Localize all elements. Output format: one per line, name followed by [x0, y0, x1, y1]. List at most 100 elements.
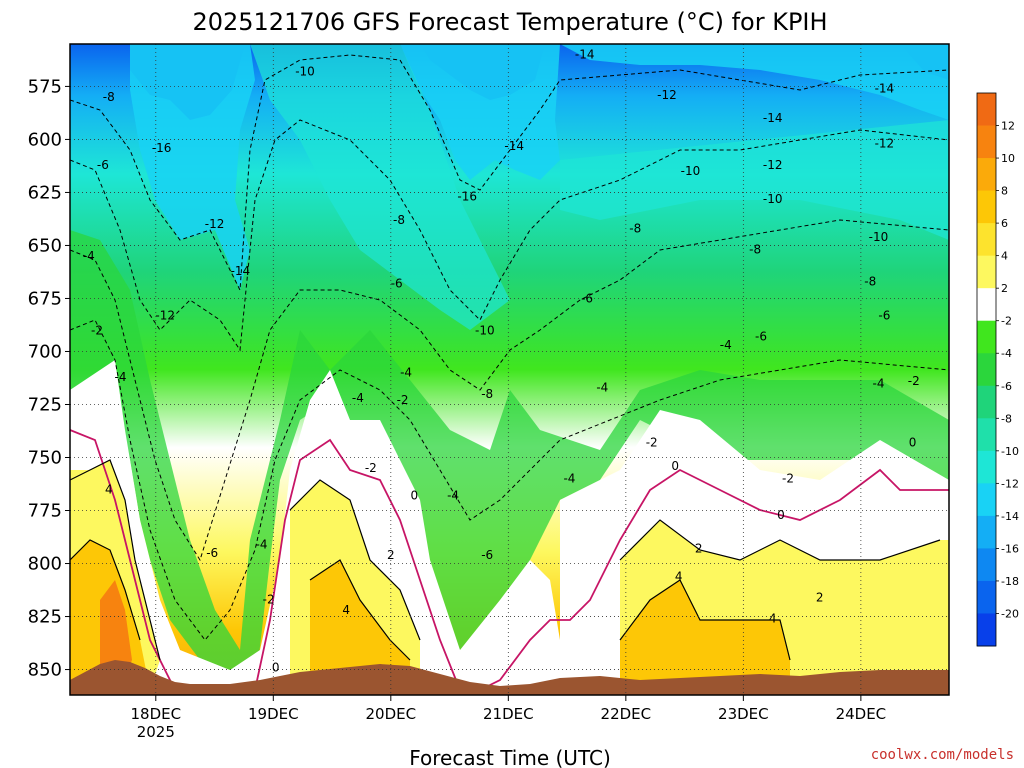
- contour-label: -6: [97, 158, 109, 172]
- contour-label: -14: [231, 264, 251, 278]
- colorbar-segment: [977, 288, 996, 322]
- colorbar-label: -16: [1001, 542, 1019, 555]
- contour-zero: [70, 429, 949, 691]
- contour-label: -6: [878, 308, 890, 322]
- y-tick-label: 700: [28, 341, 62, 362]
- colorbar-segment: [977, 580, 996, 614]
- colorbar-segment: [977, 353, 996, 387]
- chart-title: 2025121706 GFS Forecast Temperature (°C)…: [192, 8, 827, 36]
- contour-label: -4: [400, 366, 412, 380]
- colorbar-label: 6: [1001, 217, 1008, 230]
- contour-label: 4: [769, 612, 777, 626]
- y-tick-label: 650: [28, 235, 62, 256]
- contour-label: -10: [869, 230, 889, 244]
- contour-label: 4: [342, 603, 350, 617]
- colorbar-frame: [976, 92, 997, 647]
- contour-label: -4: [352, 391, 364, 405]
- y-tick-label: 850: [28, 660, 62, 681]
- contour-label: -6: [755, 330, 767, 344]
- contour-label: 0: [777, 508, 785, 522]
- contour-label: -10: [295, 65, 315, 79]
- x-tick-label: 23DEC: [718, 705, 769, 723]
- contour-label: -8: [481, 387, 493, 401]
- colorbar-segment: [977, 190, 996, 224]
- x-axis-label: Forecast Time (UTC): [409, 746, 611, 768]
- contour-label: -4: [596, 381, 608, 395]
- green-band: [70, 230, 949, 690]
- contour-label: -10: [681, 164, 701, 178]
- y-tick-label: 800: [28, 554, 62, 575]
- credit-link[interactable]: coolwx.com/models: [871, 747, 1014, 763]
- contour-label-layer: -8 -6 -4 -2 -4 -16 -12 -14 -12 4 -6 -4 -2 0 -10 -8 -6 -4 -…: [83, 48, 920, 675]
- contour-negative: [70, 319, 949, 641]
- colorbar-label: -18: [1001, 575, 1019, 588]
- plot-frame: [69, 43, 950, 696]
- colorbar-label: 12: [1001, 120, 1015, 133]
- mid-teal: [250, 44, 949, 330]
- contour-label: 4: [675, 569, 683, 583]
- contour-label: 4: [105, 482, 113, 496]
- contour-label: -2: [782, 472, 794, 486]
- colorbar-label: -8: [1001, 412, 1012, 425]
- y-tick-label: 775: [28, 501, 62, 522]
- contour-label: -6: [206, 546, 218, 560]
- contour-label: -4: [83, 249, 95, 263]
- contour-label: -14: [504, 139, 524, 153]
- y-tick-label: 750: [28, 448, 62, 469]
- colorbar-segment: [977, 158, 996, 192]
- contour-label: -16: [152, 141, 172, 155]
- contour-label: -8: [103, 90, 115, 104]
- grid: [70, 44, 949, 695]
- x-tick-label: 18DEC: [130, 705, 181, 723]
- colorbar: 12 10 8 6 4 2 -2 -4 -6 -8 -10 -12 -14 -16 -18 -20: [976, 92, 1019, 647]
- colorbar-segment: [977, 548, 996, 582]
- x-tick-label: 20DEC: [366, 705, 417, 723]
- colorbar-segment: [977, 255, 996, 289]
- colorbar-label: 4: [1001, 250, 1008, 263]
- contour-label: -8: [864, 274, 876, 288]
- colorbar-label: -20: [1001, 607, 1019, 620]
- contour-label: -6: [481, 548, 493, 562]
- contour-label: -4: [447, 489, 459, 503]
- contour-label: -8: [749, 243, 761, 257]
- y-tick-label: 725: [28, 394, 62, 415]
- colorbar-segment: [977, 613, 996, 647]
- contour-label: -8: [629, 221, 641, 235]
- contour-positive: [70, 539, 791, 661]
- contour-label: -12: [205, 217, 225, 231]
- colorbar-segment: [977, 515, 996, 549]
- contour-label: -4: [115, 370, 127, 384]
- colorbar-segment: [977, 385, 996, 419]
- contour-label: -8: [393, 213, 405, 227]
- x-tick-sublabel: 2025: [137, 723, 175, 741]
- contour-label: -2: [91, 323, 103, 337]
- contour-label: -14: [875, 82, 895, 96]
- contour-label: -12: [763, 158, 783, 172]
- contour-label: -6: [581, 291, 593, 305]
- contour-label: 2: [816, 590, 824, 604]
- contour-label: -2: [365, 461, 377, 475]
- contour-label: 0: [410, 489, 418, 503]
- contour-label: -12: [657, 88, 677, 102]
- x-tick-label: 24DEC: [836, 705, 887, 723]
- contour-label: -14: [763, 111, 783, 125]
- contour-label: -10: [763, 192, 783, 206]
- colorbar-label: -2: [1001, 315, 1012, 328]
- contour-label: -16: [457, 190, 477, 204]
- contour-label: -4: [256, 537, 268, 551]
- cold-region-cyan: [130, 44, 949, 290]
- contour-label: -4: [720, 338, 732, 352]
- colorbar-label: -4: [1001, 347, 1012, 360]
- contour-positive: [70, 459, 941, 661]
- contour-label: -2: [908, 374, 920, 388]
- colorbar-segment: [977, 125, 996, 159]
- colorbar-label: -12: [1001, 477, 1019, 490]
- temperature-field: [70, 44, 949, 695]
- contour-negative: [70, 119, 949, 352]
- y-tick-label: 825: [28, 607, 62, 628]
- colorbar-label: 8: [1001, 185, 1008, 198]
- y-tick-label: 575: [28, 76, 62, 97]
- colorbar-label: 10: [1001, 152, 1015, 165]
- contour-label: -6: [391, 277, 403, 291]
